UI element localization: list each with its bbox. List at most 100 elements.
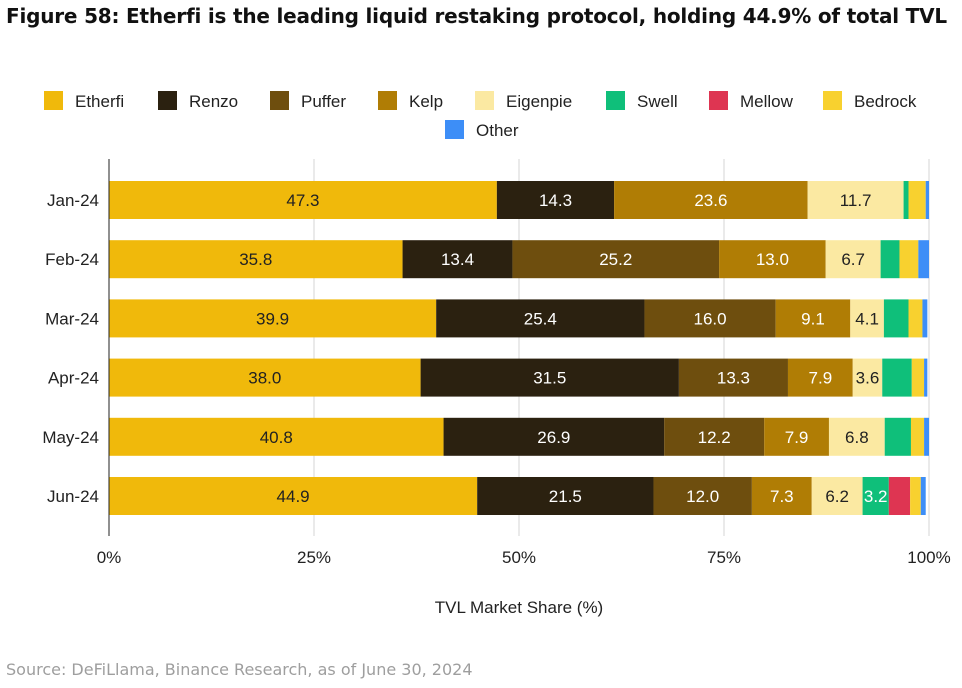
- bar-eigenpie-feb-24: [825, 240, 881, 279]
- bar-other-feb-24: [918, 240, 929, 279]
- legend-label: Eigenpie: [506, 92, 572, 111]
- data-label: 13.0: [756, 250, 789, 269]
- data-label: 26.9: [537, 428, 570, 447]
- legend-label: Bedrock: [854, 92, 917, 111]
- bar-kelp-jan-24: [614, 181, 808, 219]
- bar-bedrock-feb-24: [899, 240, 919, 279]
- bar-etherfi-feb-24: [109, 240, 403, 279]
- data-label: 7.9: [809, 369, 833, 388]
- category-label: Apr-24: [48, 369, 99, 388]
- legend: Etherfi Renzo Puffer Kelp Eigenpie Swell Mello…: [44, 91, 917, 140]
- legend-swatch: [823, 91, 842, 110]
- bar-eigenpie-mar-24: [850, 299, 884, 338]
- bar-other-may-24: [924, 417, 929, 456]
- data-label: 13.4: [441, 250, 474, 269]
- data-label: 39.9: [256, 309, 289, 328]
- bar-renzo-may-24: [443, 417, 665, 456]
- category-label: May-24: [42, 428, 99, 447]
- x-axis-title: TVL Market Share (%): [435, 598, 603, 617]
- bars: [109, 181, 929, 515]
- data-label: 35.8: [239, 250, 272, 269]
- bar-kelp-may-24: [764, 417, 829, 456]
- legend-swatch: [606, 91, 625, 110]
- bar-swell-mar-24: [883, 299, 909, 338]
- source-note: Source: DeFiLlama, Binance Research, as …: [6, 660, 473, 679]
- legend-item-kelp: Kelp: [378, 91, 443, 111]
- grid-lines: [313, 159, 930, 536]
- data-label: 6.2: [825, 487, 849, 506]
- legend-item-other: Other: [445, 120, 519, 140]
- bar-other-mar-24: [922, 299, 928, 338]
- legend-item-renzo: Renzo: [158, 91, 238, 111]
- legend-swatch: [158, 91, 177, 110]
- data-label: 6.7: [841, 250, 865, 269]
- bar-bedrock-may-24: [910, 417, 925, 456]
- data-labels: 47.3 14.3 23.6 11.7 35.8 13.4 25.2 13.0 6.7 39.9 2…: [239, 191, 887, 506]
- legend-swatch: [445, 120, 464, 139]
- bar-renzo-jun-24: [477, 477, 654, 515]
- bar-etherfi-apr-24: [109, 358, 421, 397]
- x-tick-label: 75%: [707, 548, 741, 567]
- bar-renzo-feb-24: [402, 240, 513, 279]
- data-label: 25.4: [524, 309, 557, 328]
- x-tick-label: 100%: [907, 548, 950, 567]
- x-tick-label: 50%: [502, 548, 536, 567]
- bar-bedrock-jun-24: [910, 477, 921, 515]
- bar-kelp-feb-24: [719, 240, 826, 279]
- legend-item-puffer: Puffer: [270, 91, 346, 111]
- data-label: 7.9: [785, 428, 809, 447]
- data-label: 16.0: [694, 309, 727, 328]
- category-label: Jun-24: [47, 487, 99, 506]
- bar-bedrock-apr-24: [911, 358, 925, 397]
- legend-swatch: [378, 91, 397, 110]
- legend-item-mellow: Mellow: [709, 91, 794, 111]
- bar-other-jun-24: [920, 477, 926, 515]
- legend-swatch: [44, 91, 63, 110]
- bar-etherfi-jan-24: [109, 181, 497, 219]
- data-label: 21.5: [549, 487, 582, 506]
- bar-puffer-mar-24: [644, 299, 776, 338]
- legend-item-etherfi: Etherfi: [44, 91, 124, 111]
- x-tick-label: 0%: [97, 548, 122, 567]
- bar-kelp-mar-24: [775, 299, 851, 338]
- legend-swatch: [709, 91, 728, 110]
- bar-etherfi-mar-24: [109, 299, 437, 338]
- bar-mellow-jun-24: [888, 477, 911, 515]
- legend-item-eigenpie: Eigenpie: [475, 91, 572, 111]
- legend-swatch: [475, 91, 494, 110]
- x-tick-labels: 0% 25% 50% 75% 100%: [97, 548, 951, 567]
- data-label: 12.2: [698, 428, 731, 447]
- bar-swell-jun-24: [862, 477, 889, 515]
- data-label: 12.0: [686, 487, 719, 506]
- bar-eigenpie-jan-24: [807, 181, 904, 219]
- legend-label: Kelp: [409, 92, 443, 111]
- bar-renzo-apr-24: [420, 358, 679, 397]
- legend-item-bedrock: Bedrock: [823, 91, 917, 111]
- bar-swell-apr-24: [882, 358, 912, 397]
- bar-etherfi-jun-24: [109, 477, 478, 515]
- legend-label: Renzo: [189, 92, 238, 111]
- legend-item-swell: Swell: [606, 91, 678, 111]
- legend-label: Puffer: [301, 92, 346, 111]
- data-label: 14.3: [539, 191, 572, 210]
- x-tick-label: 25%: [297, 548, 331, 567]
- data-label: 31.5: [533, 369, 566, 388]
- bar-other-apr-24: [924, 358, 928, 397]
- data-label: 3.2: [864, 487, 888, 506]
- data-label: 7.3: [770, 487, 794, 506]
- bar-kelp-apr-24: [787, 358, 853, 397]
- bar-other-jan-24: [925, 181, 929, 219]
- bar-bedrock-mar-24: [908, 299, 923, 338]
- bar-swell-feb-24: [880, 240, 900, 279]
- category-label: Mar-24: [45, 309, 99, 328]
- bar-renzo-jan-24: [496, 181, 615, 219]
- data-label: 47.3: [286, 191, 319, 210]
- bar-eigenpie-jun-24: [811, 477, 863, 515]
- bar-swell-jan-24: [903, 181, 909, 219]
- data-label: 44.9: [277, 487, 310, 506]
- legend-swatch: [270, 91, 289, 110]
- data-label: 40.8: [260, 428, 293, 447]
- data-label: 38.0: [248, 369, 281, 388]
- bar-eigenpie-apr-24: [852, 358, 883, 397]
- bar-bedrock-jan-24: [908, 181, 926, 219]
